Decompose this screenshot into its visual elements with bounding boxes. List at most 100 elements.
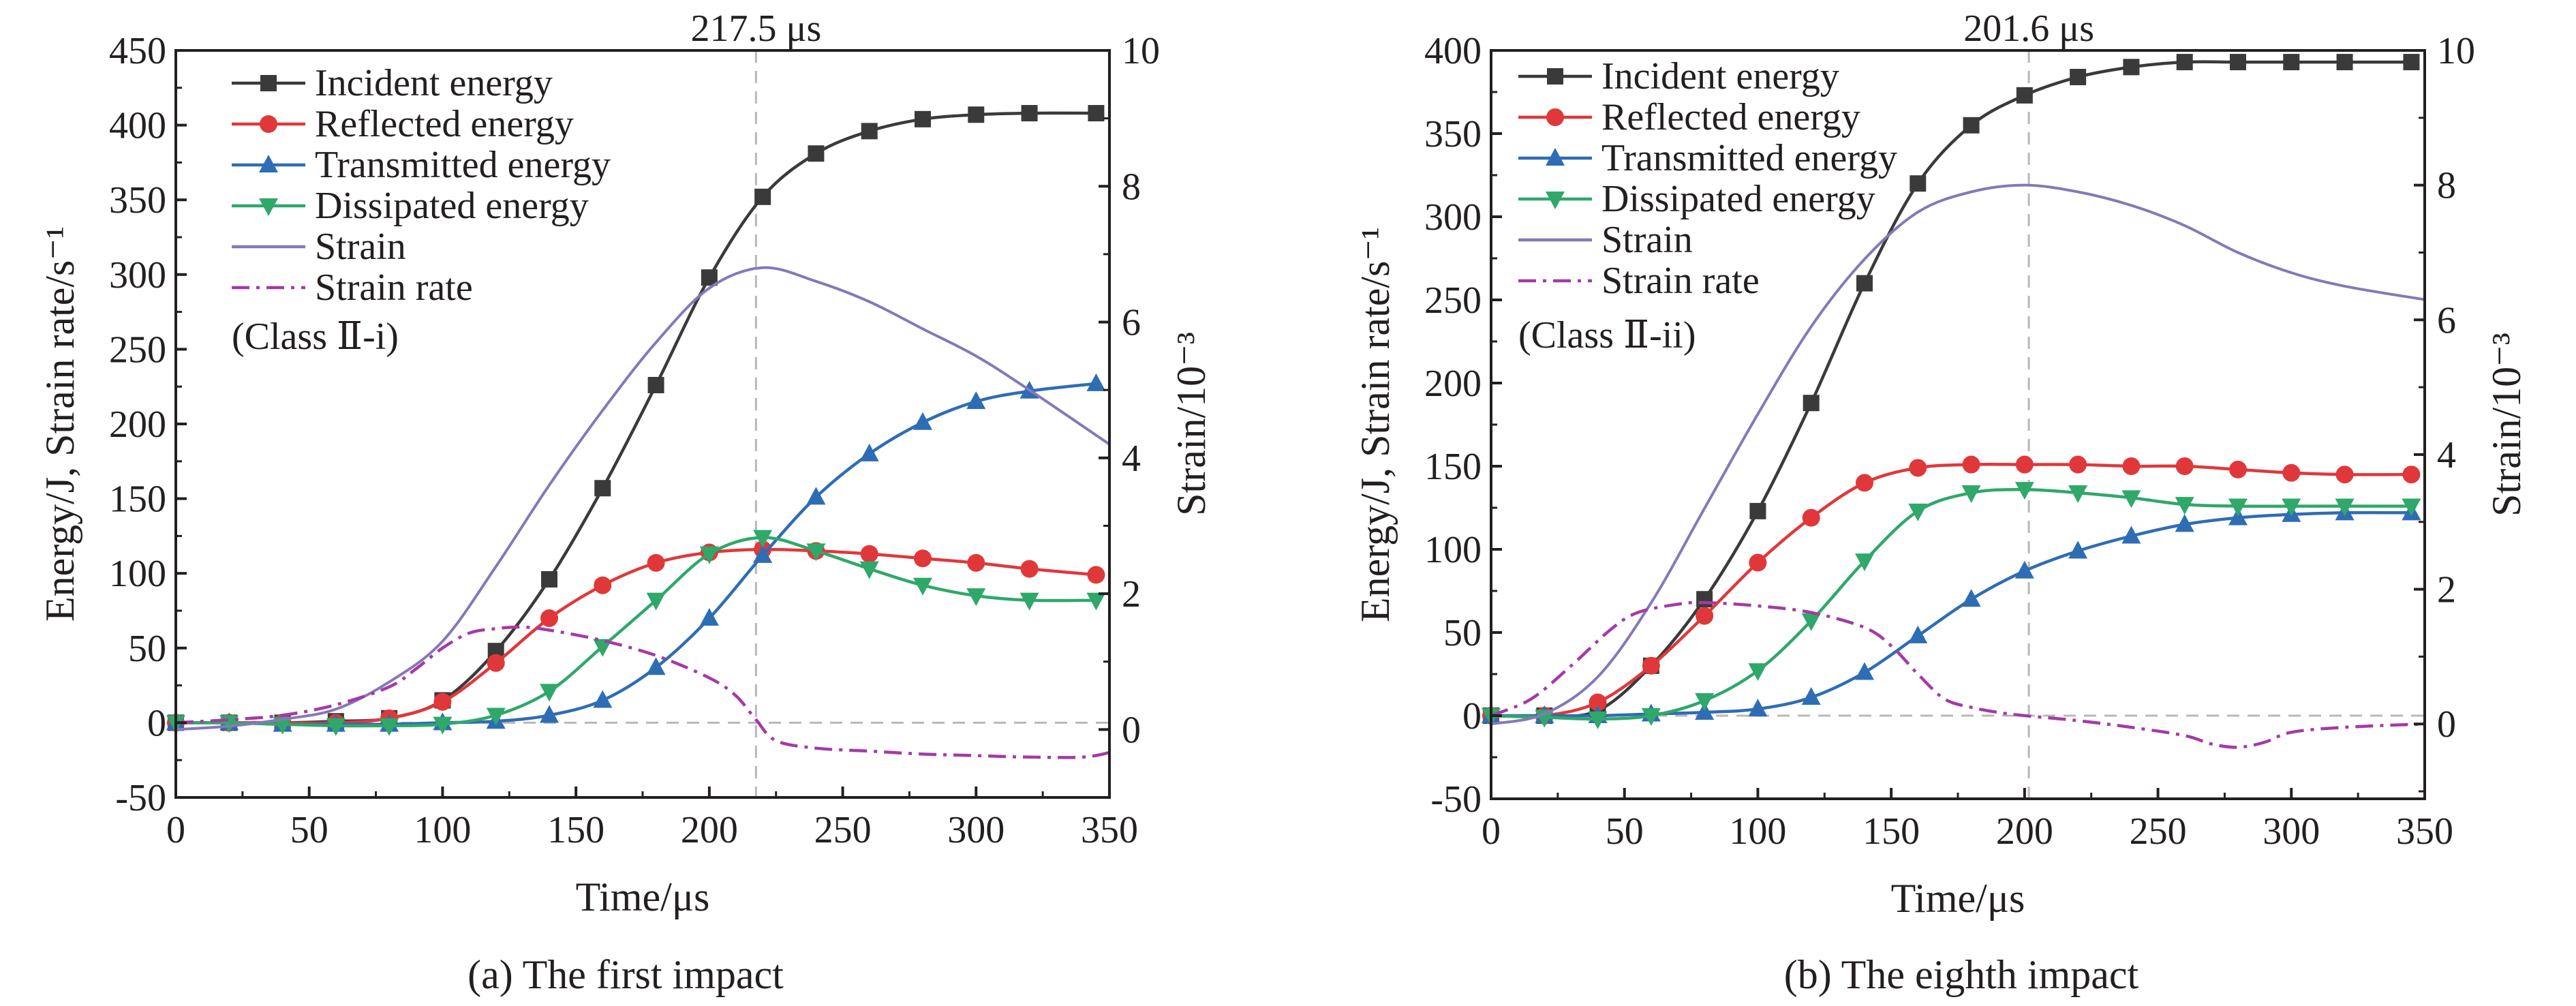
data-point-dissipated [1641,708,1661,726]
data-point-transmitted [2014,560,2034,579]
y-tick-label: 100 [109,553,166,595]
legend-label-incident: Incident energy [315,62,553,104]
x-tick-label: 150 [1862,810,1920,853]
data-point-reflected [1642,656,1660,675]
data-point-reflected [2015,455,2034,474]
x-tick-label: 100 [414,809,471,851]
legend-marker-reflected [260,115,277,133]
data-point-dissipated [1695,693,1715,712]
data-point-reflected [2175,457,2194,475]
data-point-incident [2123,59,2140,76]
y2-tick-label: 0 [1122,709,1141,751]
y-tick-label: -50 [1430,778,1482,821]
data-point-incident [2403,54,2420,71]
figure-caption: (a) The first impact [467,952,784,997]
data-point-incident [968,106,985,123]
y-tick-label: 400 [1424,30,1482,72]
class-label: (Class Ⅱ-ii) [1518,314,1696,356]
data-point-reflected [647,553,665,572]
data-point-dissipated [380,718,399,736]
y2-tick-label: 2 [2437,569,2456,611]
data-point-reflected [2122,457,2141,475]
y-tick-label: -50 [115,777,166,819]
data-point-transmitted [1855,662,1874,680]
y-tick-label: 450 [109,30,166,72]
data-point-incident [541,570,557,588]
legend-marker-dissipated [259,198,278,216]
y-tick-label: 150 [109,478,166,521]
x-tick-label: 50 [290,809,328,851]
y2-axis-label: Strain/10⁻³ [1169,332,1214,516]
y-tick-label: 400 [109,105,166,147]
data-point-incident [2176,54,2193,71]
data-point-dissipated [593,639,613,657]
data-point-incident [2336,54,2353,71]
legend-label-strain_rate: Strain rate [315,266,473,309]
data-point-dissipated [1961,485,1981,504]
data-point-transmitted [646,657,666,675]
data-point-dissipated [486,707,506,726]
data-point-incident [1021,105,1038,122]
data-point-dissipated [806,543,826,562]
data-point-dissipated [2068,485,2088,504]
data-point-dissipated [2228,498,2248,517]
data-point-transmitted [2228,507,2248,525]
x-tick-label: 350 [1081,809,1138,851]
legend-label-reflected: Reflected energy [315,103,574,145]
series-group [166,105,1111,759]
data-point-transmitted [2068,540,2088,559]
y2-tick-label: 10 [2437,30,2475,72]
data-point-dissipated [326,718,346,736]
data-point-transmitted [2121,525,2141,544]
y-tick-label: 350 [109,179,166,222]
data-point-dissipated [2335,498,2355,517]
data-point-reflected [2282,463,2301,482]
data-point-transmitted [1961,589,1981,607]
data-point-transmitted [859,443,879,461]
data-point-reflected [1020,560,1039,578]
legend-label-transmitted: Transmitted energy [315,144,611,186]
x-tick-label: 300 [2263,810,2320,853]
data-point-transmitted [1748,699,1768,717]
series-line-strain [1490,183,2425,726]
legend-marker-dissipated [1546,192,1565,209]
legend-label-dissipated: Dissipated energy [315,185,589,227]
data-point-reflected [487,654,505,672]
data-point-reflected [1589,693,1607,712]
data-point-transmitted [753,545,773,563]
data-point-reflected [860,545,878,563]
data-point-incident [808,145,825,162]
series-line-strain_rate [175,625,1110,759]
data-point-dissipated [1855,553,1874,572]
data-point-dissipated [753,530,773,548]
legend-label-dissipated: Dissipated energy [1601,178,1875,220]
data-point-reflected [1087,566,1105,584]
data-point-incident [861,123,878,140]
data-point-reflected [2335,466,2354,484]
data-point-transmitted [966,391,986,410]
data-point-dissipated [859,561,879,579]
data-point-incident [2283,54,2300,71]
legend-marker-transmitted [1546,148,1565,166]
data-point-incident [1088,105,1105,122]
data-point-reflected [1856,474,1873,492]
series-line-strain [175,266,1111,731]
data-point-dissipated [1019,592,1039,611]
data-point-reflected [967,553,985,572]
data-point-incident [1696,591,1713,608]
data-point-incident [647,377,664,394]
data-point-incident [1803,395,1820,412]
x-axis-label: Time/μs [576,874,710,919]
data-point-reflected [1802,508,1820,527]
legend-label-transmitted: Transmitted energy [1601,137,1897,179]
x-tick-label: 300 [947,809,1005,851]
y-tick-label: 350 [1424,113,1482,155]
data-point-reflected [594,576,612,594]
data-point-dissipated [1588,711,1608,729]
y-tick-label: 250 [1424,279,1482,322]
y2-tick-label: 6 [1122,302,1141,344]
y-tick-label: 300 [1424,196,1482,239]
data-point-reflected [2229,460,2247,478]
